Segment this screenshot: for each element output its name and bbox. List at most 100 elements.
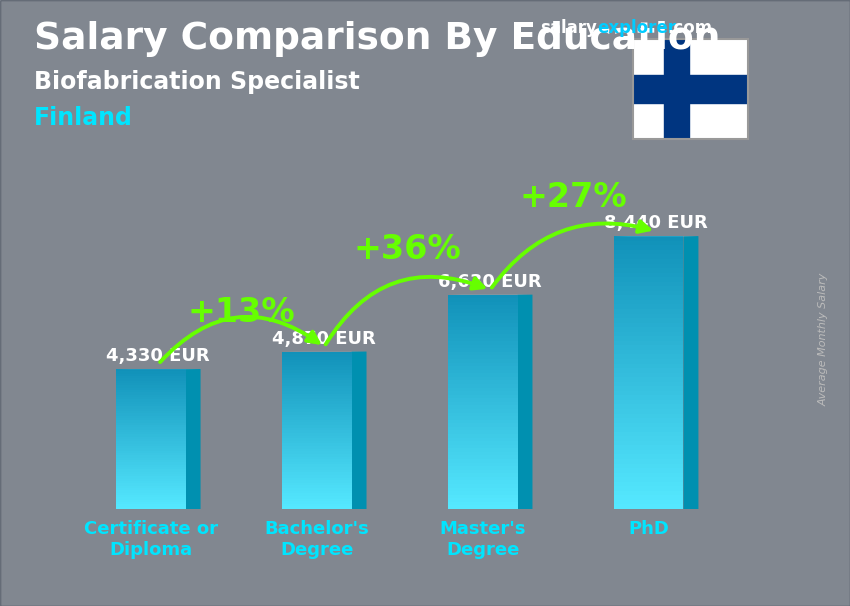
Bar: [116, 408, 185, 411]
Bar: [282, 402, 352, 404]
Bar: [116, 427, 185, 430]
Bar: [448, 381, 518, 384]
Bar: [448, 402, 518, 405]
Bar: [282, 415, 352, 417]
Bar: [282, 370, 352, 373]
Bar: [282, 454, 352, 456]
Bar: [282, 394, 352, 396]
Bar: [116, 476, 185, 479]
Bar: [614, 273, 683, 277]
Bar: [116, 471, 185, 474]
Bar: [614, 277, 683, 282]
Bar: [282, 367, 352, 370]
Bar: [448, 430, 518, 434]
Bar: [116, 432, 185, 435]
Bar: [116, 439, 185, 441]
Bar: [448, 356, 518, 359]
Bar: [614, 309, 683, 313]
Bar: [614, 264, 683, 268]
Bar: [282, 362, 352, 365]
Bar: [614, 436, 683, 441]
Bar: [614, 413, 683, 418]
Bar: [116, 404, 185, 407]
Bar: [614, 477, 683, 482]
Text: salary: salary: [540, 19, 597, 38]
Bar: [448, 405, 518, 409]
Bar: [614, 268, 683, 273]
Bar: [448, 452, 518, 456]
Bar: [282, 365, 352, 367]
Bar: [116, 448, 185, 451]
Bar: [448, 488, 518, 491]
Bar: [282, 410, 352, 412]
Bar: [282, 422, 352, 425]
Text: Finland: Finland: [34, 106, 133, 130]
Bar: [116, 498, 185, 500]
Bar: [614, 386, 683, 391]
Bar: [448, 316, 518, 320]
Bar: [116, 479, 185, 481]
Bar: [116, 416, 185, 418]
Bar: [282, 480, 352, 483]
Bar: [282, 381, 352, 383]
Bar: [448, 384, 518, 388]
Bar: [448, 320, 518, 324]
Bar: [116, 378, 185, 381]
Bar: [116, 460, 185, 462]
Text: Average Monthly Salary: Average Monthly Salary: [819, 273, 829, 406]
Bar: [614, 355, 683, 359]
Bar: [614, 236, 683, 241]
Bar: [116, 441, 185, 444]
Bar: [448, 427, 518, 430]
Bar: [282, 420, 352, 422]
Bar: [448, 388, 518, 391]
Bar: [116, 467, 185, 470]
Bar: [614, 482, 683, 486]
Bar: [448, 441, 518, 445]
Bar: [282, 396, 352, 399]
Bar: [448, 373, 518, 377]
Bar: [614, 300, 683, 304]
Bar: [282, 438, 352, 441]
Bar: [614, 336, 683, 341]
Bar: [448, 370, 518, 373]
Bar: [282, 375, 352, 378]
Bar: [282, 441, 352, 444]
Bar: [614, 445, 683, 450]
Bar: [116, 470, 185, 471]
Bar: [116, 374, 185, 376]
Bar: [448, 409, 518, 413]
Bar: [448, 502, 518, 505]
Bar: [614, 304, 683, 309]
Bar: [116, 502, 185, 504]
Bar: [282, 446, 352, 448]
Bar: [116, 371, 185, 374]
Bar: [614, 441, 683, 445]
Bar: [116, 435, 185, 437]
Bar: [614, 295, 683, 300]
Bar: [282, 459, 352, 462]
Bar: [116, 402, 185, 404]
Bar: [448, 345, 518, 348]
Bar: [282, 425, 352, 428]
Bar: [614, 318, 683, 322]
Bar: [448, 505, 518, 509]
Bar: [633, 75, 748, 104]
Bar: [614, 286, 683, 291]
Bar: [448, 362, 518, 366]
Bar: [448, 348, 518, 352]
Bar: [614, 350, 683, 355]
Bar: [614, 500, 683, 504]
Bar: [282, 456, 352, 459]
Bar: [614, 404, 683, 409]
Bar: [448, 498, 518, 502]
Bar: [614, 409, 683, 413]
Bar: [116, 458, 185, 460]
Bar: [448, 330, 518, 334]
Bar: [282, 355, 352, 357]
Bar: [116, 388, 185, 390]
Bar: [614, 241, 683, 245]
Bar: [116, 504, 185, 507]
Bar: [116, 446, 185, 448]
Bar: [116, 451, 185, 453]
